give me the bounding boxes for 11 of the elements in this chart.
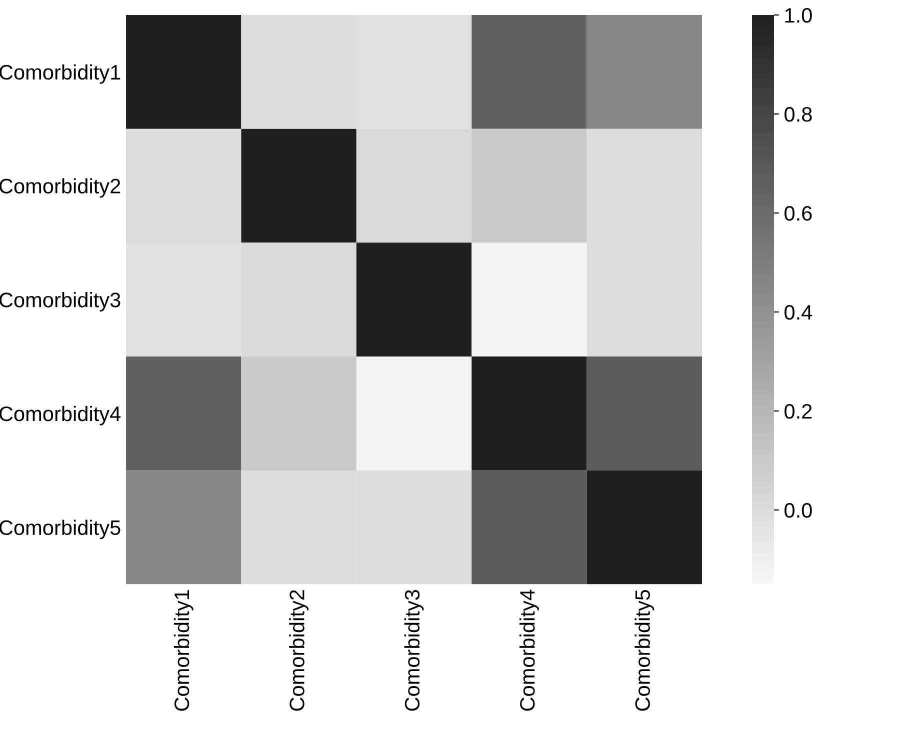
x-tick-label: Comorbidity3 xyxy=(404,590,424,711)
color-bar-label: 0.8 xyxy=(784,106,812,122)
color-bar-label: 0.6 xyxy=(784,206,812,221)
x-tick-label: Comorbidity2 xyxy=(289,590,309,711)
color-bar-label: 0.2 xyxy=(784,404,812,419)
color-bar-label: 1.0 xyxy=(785,8,812,23)
x-tick-label: Comorbidity1 xyxy=(174,590,194,711)
x-tick-label: Comorbidity5 xyxy=(634,590,654,711)
color-bar-label: 0.0 xyxy=(784,502,812,518)
x-tick-label: Comorbidity4 xyxy=(519,590,539,711)
color-bar-label: 0.4 xyxy=(784,304,812,320)
